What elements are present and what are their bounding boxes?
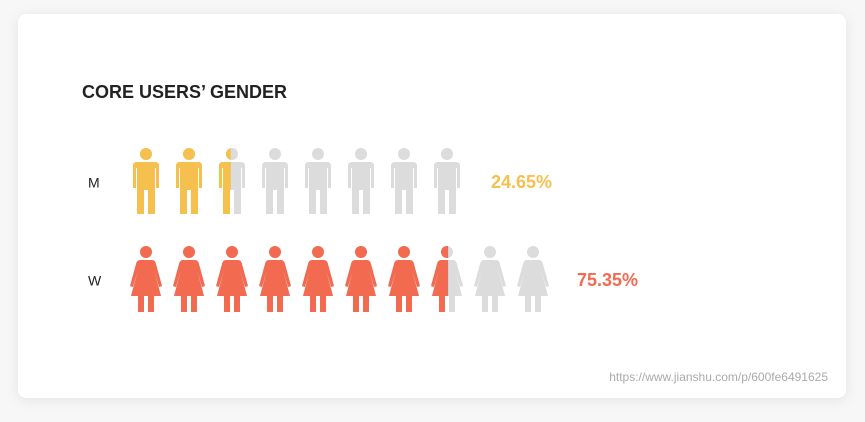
icon-filled: [259, 246, 291, 312]
icon-empty: [262, 148, 288, 214]
icon-empty: [305, 148, 331, 214]
row-label: W: [88, 273, 102, 289]
icon-filled: [130, 246, 162, 312]
icon-filled: [302, 246, 334, 312]
value-label: 24.65%: [491, 172, 552, 192]
icon-filled: [176, 148, 202, 214]
row-label: M: [88, 175, 100, 191]
icon-filled: [345, 246, 377, 312]
icon-empty: [348, 148, 374, 214]
source-url: https://www.jianshu.com/p/600fe6491625: [609, 370, 828, 384]
value-label: 75.35%: [577, 270, 638, 290]
icon-filled: [216, 246, 248, 312]
icon-empty: [517, 246, 549, 312]
icon-empty: [391, 148, 417, 214]
icon-filled: [173, 246, 205, 312]
icon-filled: [133, 148, 159, 214]
chart-title: CORE USERS’ GENDER: [82, 82, 287, 102]
icon-filled: [219, 148, 231, 214]
icon-filled: [431, 246, 449, 312]
icon-filled: [388, 246, 420, 312]
icon-empty: [434, 148, 460, 214]
icon-empty: [474, 246, 506, 312]
